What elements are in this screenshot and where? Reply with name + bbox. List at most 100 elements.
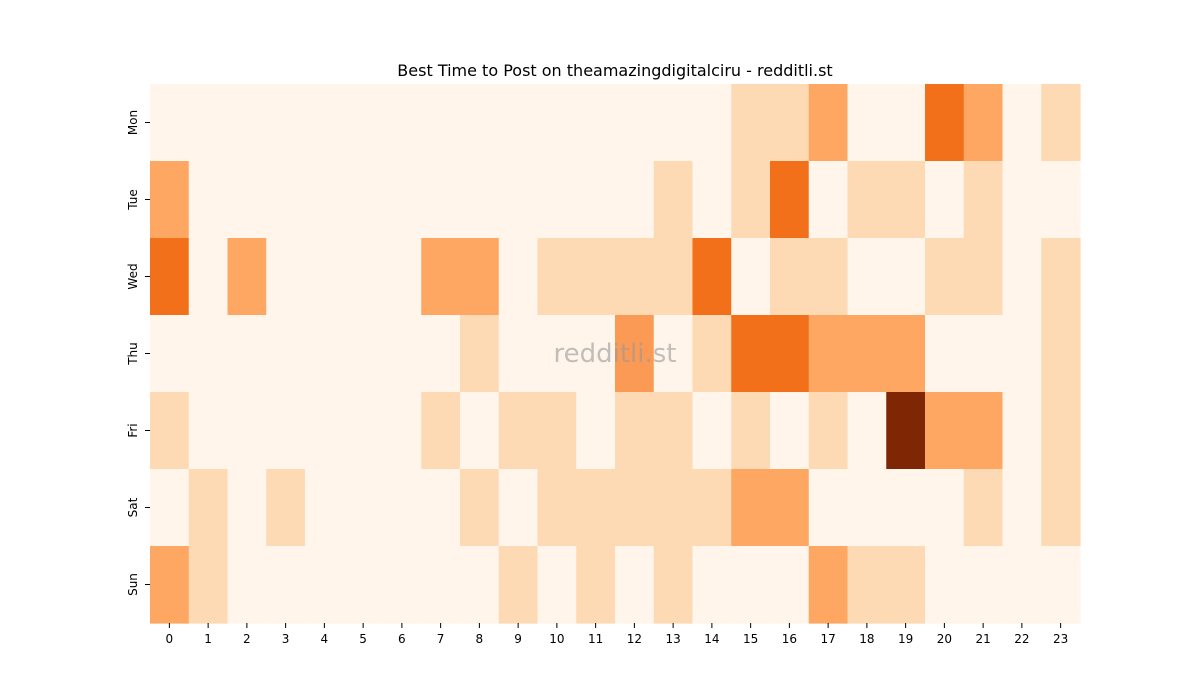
heatmap-cell-sat-4 xyxy=(305,469,345,547)
x-tick-label-9: 9 xyxy=(514,632,522,646)
heatmap-cell-sun-16 xyxy=(770,546,810,624)
heatmap-cell-fri-1 xyxy=(188,392,229,470)
x-tick-label-12: 12 xyxy=(627,632,642,646)
heatmap-cell-thu-11 xyxy=(576,315,616,393)
heatmap-cell-fri-23 xyxy=(1041,392,1081,470)
heatmap-cell-mon-15 xyxy=(731,84,771,162)
heatmap-cell-tue-17 xyxy=(808,161,849,239)
y-tick-label-sun: Sun xyxy=(126,573,140,596)
heatmap-cell-wed-9 xyxy=(498,238,539,316)
heatmap-cell-tue-23 xyxy=(1041,161,1081,239)
heatmap-cell-wed-11 xyxy=(576,238,616,316)
x-tick-label-20: 20 xyxy=(937,632,952,646)
heatmap-cell-sun-21 xyxy=(963,546,1004,624)
heatmap-cell-sat-11 xyxy=(576,469,616,547)
x-axis: 0 1 2 3 4 5 6 7 8 9 10 11 12 13 14 15 16 17 18 19 20 21 22 23 xyxy=(166,623,1068,646)
heatmap-cell-fri-0 xyxy=(150,392,190,470)
x-tick-label-16: 16 xyxy=(782,632,797,646)
heatmap-cell-sat-10 xyxy=(537,469,577,547)
x-tick-label-11: 11 xyxy=(588,632,603,646)
heatmap-cells xyxy=(150,84,1081,624)
heatmap-cell-mon-10 xyxy=(537,84,577,162)
heatmap-cell-sun-0 xyxy=(150,546,190,624)
heatmap-cell-fri-19 xyxy=(886,392,926,470)
heatmap-cell-mon-9 xyxy=(498,84,539,162)
heatmap-cell-wed-19 xyxy=(886,238,926,316)
heatmap-cell-sat-9 xyxy=(498,469,539,547)
heatmap-cell-tue-1 xyxy=(188,161,229,239)
heatmap-cell-fri-20 xyxy=(925,392,965,470)
heatmap-cell-sun-14 xyxy=(692,546,732,624)
heatmap-cell-tue-2 xyxy=(227,161,267,239)
heatmap-cell-thu-6 xyxy=(382,315,422,393)
heatmap-cell-wed-22 xyxy=(1002,238,1042,316)
x-tick-label-17: 17 xyxy=(820,632,835,646)
heatmap-cell-mon-3 xyxy=(266,84,306,162)
heatmap-cell-tue-21 xyxy=(963,161,1004,239)
heatmap-cell-thu-20 xyxy=(925,315,965,393)
heatmap-cell-sat-20 xyxy=(925,469,965,547)
heatmap-cell-sun-3 xyxy=(266,546,306,624)
heatmap-cell-thu-7 xyxy=(421,315,461,393)
heatmap-cell-fri-6 xyxy=(382,392,422,470)
heatmap-cell-fri-5 xyxy=(343,392,384,470)
heatmap-cell-fri-10 xyxy=(537,392,577,470)
heatmap-cell-fri-15 xyxy=(731,392,771,470)
heatmap-cell-sat-18 xyxy=(847,469,887,547)
heatmap-cell-sat-8 xyxy=(460,469,500,547)
heatmap-cell-thu-23 xyxy=(1041,315,1081,393)
heatmap-cell-mon-4 xyxy=(305,84,345,162)
heatmap-cell-tue-8 xyxy=(460,161,500,239)
heatmap-cell-wed-7 xyxy=(421,238,461,316)
x-tick-label-22: 22 xyxy=(1014,632,1029,646)
heatmap-cell-thu-14 xyxy=(692,315,732,393)
heatmap-cell-tue-9 xyxy=(498,161,539,239)
heatmap-cell-mon-17 xyxy=(808,84,849,162)
heatmap-cell-mon-8 xyxy=(460,84,500,162)
heatmap-cell-tue-4 xyxy=(305,161,345,239)
heatmap-cell-sun-23 xyxy=(1041,546,1081,624)
y-axis: Mon Tue Wed Thu Fri Sat Sun xyxy=(126,110,150,596)
heatmap-cell-thu-0 xyxy=(150,315,190,393)
heatmap-cell-fri-4 xyxy=(305,392,345,470)
heatmap-cell-mon-13 xyxy=(653,84,694,162)
heatmap-cell-wed-17 xyxy=(808,238,849,316)
heatmap-cell-thu-19 xyxy=(886,315,926,393)
heatmap-cell-sun-2 xyxy=(227,546,267,624)
heatmap-cell-fri-13 xyxy=(653,392,694,470)
x-tick-label-6: 6 xyxy=(398,632,406,646)
heatmap-cell-sun-1 xyxy=(188,546,229,624)
heatmap-cell-thu-10 xyxy=(537,315,577,393)
heatmap-cell-sun-4 xyxy=(305,546,345,624)
heatmap-cell-tue-16 xyxy=(770,161,810,239)
heatmap-cell-sat-6 xyxy=(382,469,422,547)
heatmap-cell-tue-19 xyxy=(886,161,926,239)
heatmap-cell-thu-15 xyxy=(731,315,771,393)
heatmap-cell-fri-7 xyxy=(421,392,461,470)
heatmap-cell-thu-21 xyxy=(963,315,1004,393)
heatmap-cell-sun-10 xyxy=(537,546,577,624)
heatmap-cell-thu-8 xyxy=(460,315,500,393)
x-tick-label-23: 23 xyxy=(1053,632,1068,646)
heatmap-cell-sat-22 xyxy=(1002,469,1042,547)
heatmap-cell-wed-3 xyxy=(266,238,306,316)
heatmap-cell-sat-3 xyxy=(266,469,306,547)
heatmap-cell-sat-19 xyxy=(886,469,926,547)
y-tick-label-thu: Thu xyxy=(126,342,140,366)
heatmap-cell-fri-3 xyxy=(266,392,306,470)
heatmap-cell-fri-14 xyxy=(692,392,732,470)
y-tick-label-tue: Tue xyxy=(126,189,140,211)
heatmap-cell-fri-17 xyxy=(808,392,849,470)
x-tick-label-15: 15 xyxy=(743,632,758,646)
heatmap-cell-fri-8 xyxy=(460,392,500,470)
heatmap-cell-thu-13 xyxy=(653,315,694,393)
x-tick-label-1: 1 xyxy=(204,632,212,646)
heatmap-cell-sat-16 xyxy=(770,469,810,547)
heatmap-cell-mon-2 xyxy=(227,84,267,162)
heatmap-cell-fri-16 xyxy=(770,392,810,470)
heatmap-cell-mon-6 xyxy=(382,84,422,162)
heatmap-cell-fri-21 xyxy=(963,392,1004,470)
heatmap-cell-sun-9 xyxy=(498,546,539,624)
heatmap-cell-sat-7 xyxy=(421,469,461,547)
heatmap-cell-tue-5 xyxy=(343,161,384,239)
